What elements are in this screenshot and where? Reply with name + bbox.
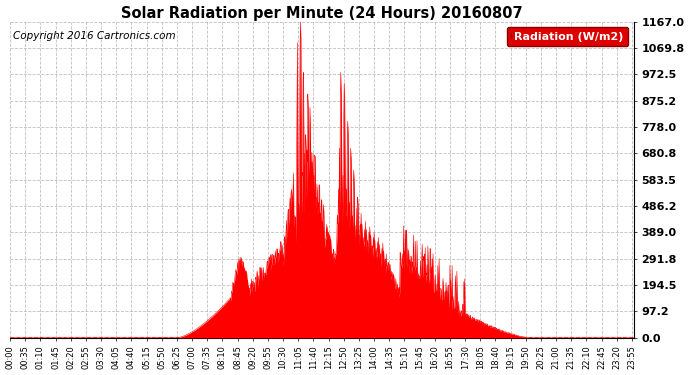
Text: Copyright 2016 Cartronics.com: Copyright 2016 Cartronics.com xyxy=(13,31,176,41)
Legend: Radiation (W/m2): Radiation (W/m2) xyxy=(506,27,628,46)
Title: Solar Radiation per Minute (24 Hours) 20160807: Solar Radiation per Minute (24 Hours) 20… xyxy=(121,6,523,21)
